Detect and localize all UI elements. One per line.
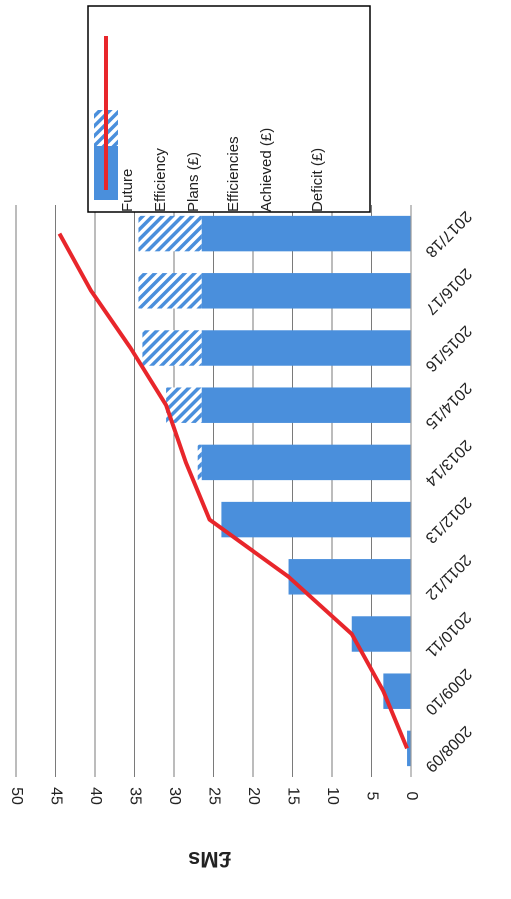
legend-label: Future xyxy=(119,169,136,212)
category-tick-label: 2010/11 xyxy=(422,608,474,660)
legend-label: Efficiency xyxy=(152,148,169,212)
deficit-line xyxy=(57,232,409,750)
bar-achieved xyxy=(201,215,411,252)
category-tick-label: 2011/12 xyxy=(422,551,474,603)
legend-label: Achieved (£) xyxy=(258,128,275,212)
bar-future-plans xyxy=(197,444,202,481)
value-tick-label: 50 xyxy=(8,787,25,805)
bar-achieved xyxy=(221,501,411,538)
value-tick-label: 0 xyxy=(403,792,420,801)
legend-label: Deficit (£) xyxy=(309,148,326,212)
bar-achieved xyxy=(351,616,411,652)
deficit-line-path xyxy=(57,232,409,750)
value-tick-label: 40 xyxy=(87,787,104,805)
value-tick-label: 30 xyxy=(166,787,183,805)
category-tick-label: 2014/15 xyxy=(422,379,475,432)
category-tick-label: 2009/10 xyxy=(422,665,475,718)
value-tick-label: 15 xyxy=(284,787,301,805)
legend-label: Plans (£) xyxy=(185,152,202,212)
bar-future-plans xyxy=(142,330,202,366)
category-tick-label: 2012/13 xyxy=(422,493,475,546)
y-axis-title: £Ms xyxy=(188,847,231,872)
value-tick-label: 20 xyxy=(245,787,262,805)
legend-label: Efficiencies xyxy=(225,136,242,212)
bar-achieved xyxy=(201,273,411,309)
bar-achieved xyxy=(201,444,411,481)
legend: Future Efficiency Plans (£) Efficiencies Ach… xyxy=(87,5,371,213)
value-tick-label: 45 xyxy=(47,787,64,805)
category-tick-label: 2017/18 xyxy=(422,207,475,260)
bar-achieved xyxy=(201,387,411,423)
bar-achieved xyxy=(407,730,411,767)
bar-future-plans xyxy=(138,215,202,252)
bar-achieved xyxy=(201,330,411,366)
category-tick-label: 2013/14 xyxy=(422,436,475,489)
bar-achieved xyxy=(288,559,411,595)
legend-box xyxy=(87,5,371,213)
category-tick-label: 2015/16 xyxy=(422,322,475,375)
bar-future-plans xyxy=(138,273,202,309)
bars xyxy=(138,215,411,767)
value-tick-label: 10 xyxy=(324,787,341,805)
category-tick-label: 2016/17 xyxy=(422,265,475,318)
value-tick-label: 5 xyxy=(363,792,380,801)
category-tick-label: 2008/09 xyxy=(422,722,475,775)
value-tick-label: 25 xyxy=(205,787,222,805)
value-tick-label: 35 xyxy=(126,787,143,805)
